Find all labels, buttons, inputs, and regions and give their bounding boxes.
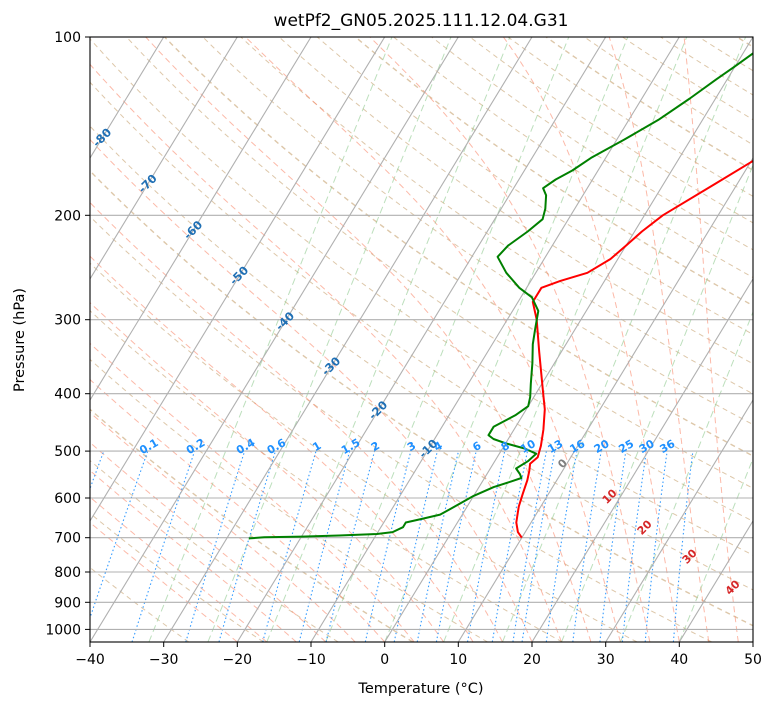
y-tick-label: 600 — [54, 491, 81, 507]
x-axis-title: Temperature (°C) — [357, 681, 483, 697]
y-tick-label: 200 — [54, 208, 81, 224]
y-tick-label: 900 — [54, 595, 81, 611]
x-tick-label: 40 — [670, 652, 688, 668]
x-tick-label: −10 — [296, 652, 326, 668]
y-tick-label: 500 — [54, 444, 81, 460]
y-tick-label: 800 — [54, 565, 81, 581]
x-tick-label: 50 — [744, 652, 762, 668]
x-tick-label: 0 — [380, 652, 389, 668]
x-tick-label: −20 — [223, 652, 253, 668]
y-tick-label: 700 — [54, 531, 81, 547]
y-tick-label: 300 — [54, 313, 81, 329]
x-tick-label: 20 — [523, 652, 541, 668]
chart-title: wetPf2_GN05.2025.111.12.04.G31 — [274, 11, 569, 31]
y-tick-label: 100 — [54, 30, 81, 46]
y-tick-label: 1000 — [45, 622, 81, 638]
y-axis-title: Pressure (hPa) — [12, 288, 28, 392]
x-tick-label: 30 — [597, 652, 615, 668]
x-tick-label: −40 — [75, 652, 105, 668]
y-tick-label: 400 — [54, 387, 81, 403]
x-tick-label: −30 — [149, 652, 179, 668]
x-tick-label: 10 — [449, 652, 467, 668]
